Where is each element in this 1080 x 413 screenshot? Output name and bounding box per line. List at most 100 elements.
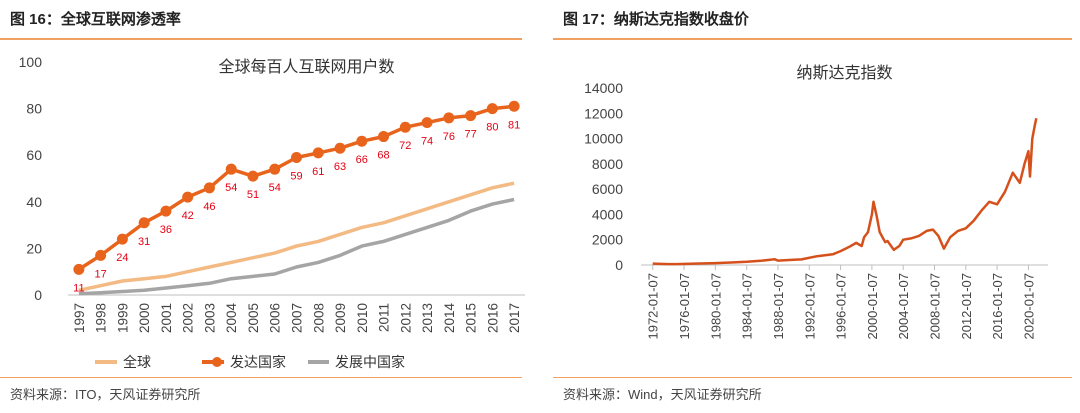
data-point-marker bbox=[225, 163, 237, 175]
x-tick-label: 2005 bbox=[246, 303, 261, 333]
data-point-marker bbox=[486, 103, 498, 115]
data-point-marker bbox=[138, 217, 150, 229]
data-point-marker bbox=[421, 117, 433, 129]
series-line-3 bbox=[78, 197, 515, 296]
y-tick-label: 6000 bbox=[592, 181, 623, 197]
x-tick-label: 1999 bbox=[115, 303, 130, 333]
x-tick-label: 2008-01-07 bbox=[928, 273, 943, 340]
x-tick-label: 2006 bbox=[268, 303, 283, 333]
data-label: 31 bbox=[138, 236, 150, 248]
data-label: 80 bbox=[486, 122, 498, 134]
data-label: 11 bbox=[73, 282, 84, 294]
x-tick-label: 2012-01-07 bbox=[959, 273, 974, 340]
figure-16-source: 资料来源：ITO，天风证券研究所 bbox=[10, 387, 201, 402]
y-tick-label: 80 bbox=[26, 101, 42, 117]
data-label: 36 bbox=[160, 224, 172, 236]
data-point-marker bbox=[399, 121, 411, 133]
chart-title: 全球每百人互联网用户数 bbox=[218, 58, 394, 76]
x-tick-label: 2008 bbox=[311, 303, 326, 333]
x-tick-label: 2013 bbox=[420, 303, 435, 333]
x-tick-label: 2011 bbox=[377, 303, 392, 332]
legend-marker bbox=[212, 357, 222, 367]
data-point-marker bbox=[269, 163, 281, 175]
x-tick-label: 1988-01-07 bbox=[771, 273, 786, 340]
nasdaq-series-line bbox=[652, 118, 1038, 266]
x-tick-label: 2020-01-07 bbox=[1021, 273, 1036, 340]
data-point-marker bbox=[356, 135, 368, 147]
y-tick-label: 2000 bbox=[592, 232, 623, 248]
data-label: 46 bbox=[203, 201, 215, 213]
data-point-marker bbox=[73, 263, 85, 275]
data-label: 74 bbox=[421, 136, 433, 148]
data-point-marker bbox=[508, 100, 520, 112]
x-tick-label: 1998 bbox=[94, 303, 109, 333]
data-label: 54 bbox=[269, 182, 281, 194]
data-point-marker bbox=[247, 170, 259, 182]
x-tick-label: 1976-01-07 bbox=[677, 273, 692, 340]
data-label: 76 bbox=[443, 131, 455, 143]
x-tick-label: 2016-01-07 bbox=[990, 273, 1005, 340]
data-label: 59 bbox=[290, 171, 302, 183]
x-tick-label: 2016 bbox=[485, 303, 500, 333]
x-tick-label: 1992-01-07 bbox=[802, 273, 817, 340]
x-tick-label: 2017 bbox=[507, 303, 522, 333]
legend-label: 发达国家 bbox=[230, 354, 286, 370]
title-rule bbox=[0, 38, 522, 40]
x-tick-label: 2004-01-07 bbox=[896, 273, 911, 340]
x-tick-label: 2012 bbox=[398, 303, 413, 333]
legend-label: 发展中国家 bbox=[335, 354, 405, 370]
figure-16-title: 图 16：全球互联网渗透率 bbox=[10, 11, 181, 28]
x-tick-label: 1972-01-07 bbox=[646, 273, 661, 340]
data-label: 24 bbox=[116, 252, 128, 264]
x-tick-label: 2000-01-07 bbox=[865, 273, 880, 340]
data-label: 54 bbox=[225, 182, 237, 194]
data-point-marker bbox=[95, 249, 107, 261]
right-panel: 图 17：纳斯达克指数收盘价 纳斯达克指数 0 2000 4000 6000 8000 10… bbox=[553, 0, 1080, 413]
data-label: 61 bbox=[312, 166, 324, 178]
data-point-marker bbox=[160, 205, 172, 217]
y-tick-label: 8000 bbox=[592, 156, 623, 172]
x-tick-label: 1996-01-07 bbox=[834, 273, 849, 340]
y-tick-label: 12000 bbox=[584, 105, 623, 121]
data-point-marker bbox=[182, 191, 194, 203]
data-point-marker bbox=[312, 147, 324, 159]
data-point-marker bbox=[443, 112, 455, 124]
x-tick-label: 2014 bbox=[442, 303, 457, 334]
y-tick-label: 100 bbox=[19, 54, 43, 70]
internet-penetration-chart: 全球每百人互联网用户数 0 20 40 60 80 100 1997 1998 1999 2000 2… bbox=[19, 54, 525, 370]
y-tick-label: 40 bbox=[26, 194, 42, 210]
y-tick-label: 0 bbox=[34, 287, 42, 303]
data-label: 81 bbox=[508, 119, 520, 131]
data-label: 77 bbox=[464, 129, 476, 141]
y-tick-label: 20 bbox=[26, 240, 42, 256]
left-panel: 图 16：全球互联网渗透率 全球每百人互联网用户数 0 20 40 60 80 100 199… bbox=[0, 0, 530, 413]
x-tick-label: 2015 bbox=[464, 303, 479, 333]
data-label: 72 bbox=[399, 140, 411, 152]
y-tick-label: 10000 bbox=[584, 131, 623, 147]
nasdaq-close-chart: 纳斯达克指数 0 2000 4000 6000 8000 10000 12000 14000 19… bbox=[584, 64, 1048, 340]
data-label: 66 bbox=[356, 154, 368, 166]
x-tick-label: 1980-01-07 bbox=[708, 273, 723, 340]
x-tick-label: 2002 bbox=[181, 303, 196, 333]
figure-17-title: 图 17：纳斯达克指数收盘价 bbox=[563, 11, 749, 28]
x-tick-label: 2004 bbox=[224, 303, 239, 334]
chart-title: 纳斯达克指数 bbox=[796, 64, 892, 82]
title-rule bbox=[553, 38, 1072, 40]
x-tick-label: 2010 bbox=[355, 303, 370, 333]
y-tick-label: 4000 bbox=[592, 206, 623, 222]
data-point-marker bbox=[291, 152, 302, 164]
data-point-marker bbox=[378, 131, 390, 143]
x-tick-label: 2003 bbox=[202, 303, 217, 333]
legend-label: 全球 bbox=[123, 354, 151, 370]
y-tick-label: 14000 bbox=[584, 80, 623, 96]
data-label: 17 bbox=[95, 268, 107, 280]
data-point-marker bbox=[334, 142, 346, 154]
y-tick-label: 60 bbox=[26, 147, 42, 163]
x-tick-label: 1984-01-07 bbox=[740, 273, 755, 340]
figure-17-source: 资料来源：Wind，天风证券研究所 bbox=[563, 387, 762, 402]
series-line-1 bbox=[78, 181, 515, 293]
x-tick-label: 2009 bbox=[333, 303, 348, 333]
data-point-marker bbox=[465, 110, 477, 122]
data-label: 63 bbox=[334, 161, 346, 173]
data-label: 68 bbox=[377, 150, 389, 162]
